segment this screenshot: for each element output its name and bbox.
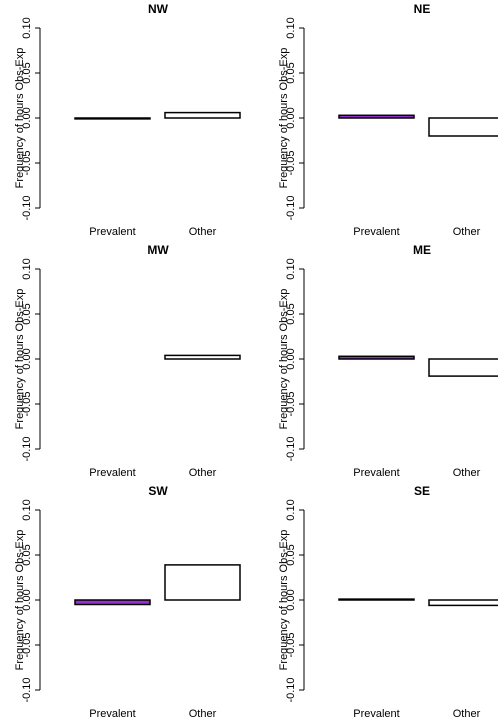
y-tick-label: 0.10 (21, 499, 33, 520)
y-tick-label: 0.05 (285, 303, 297, 324)
bar (74, 117, 151, 120)
panel-title: SE (414, 484, 430, 498)
y-tick-label: 0.00 (285, 107, 297, 128)
panel-title: MW (147, 243, 169, 257)
panel-title: NW (148, 2, 169, 16)
y-tick-label: -0.10 (285, 436, 297, 461)
y-axis-label: Frequency of hours Obs-Exp (278, 530, 290, 671)
y-tick-label: 0.10 (285, 17, 297, 38)
panel-title: ME (413, 243, 431, 257)
x-tick-label: Other (189, 708, 217, 720)
y-tick-label: 0.10 (285, 258, 297, 279)
bar (74, 599, 151, 606)
y-tick-label: -0.10 (285, 677, 297, 702)
y-axis-label: Frequency of hours Obs-Exp (278, 48, 290, 189)
y-tick-label: -0.10 (21, 195, 33, 220)
bar (428, 117, 498, 137)
x-tick-label: Prevalent (89, 226, 135, 238)
y-axis-label: Frequency of hours Obs-Exp (14, 530, 26, 671)
y-tick-label: 0.05 (21, 303, 33, 324)
bar (338, 598, 415, 601)
y-tick-label: 0.00 (21, 589, 33, 610)
y-tick-label: -0.10 (21, 436, 33, 461)
y-tick-label: 0.00 (285, 348, 297, 369)
y-tick-label: 0.05 (21, 62, 33, 83)
y-tick-label: 0.05 (285, 544, 297, 565)
x-tick-label: Prevalent (89, 708, 135, 720)
y-tick-label: -0.05 (285, 632, 297, 657)
y-tick-label: -0.05 (21, 391, 33, 416)
y-tick-label: 0.00 (21, 348, 33, 369)
x-tick-label: Prevalent (353, 467, 399, 479)
y-tick-label: -0.05 (21, 150, 33, 175)
y-tick-label: -0.05 (285, 150, 297, 175)
bar (338, 355, 415, 360)
bar (164, 111, 241, 119)
bar (164, 564, 241, 601)
bar (164, 354, 241, 360)
y-axis-label: Frequency of hours Obs-Exp (278, 289, 290, 430)
x-tick-label: Other (453, 467, 481, 479)
bar (338, 114, 415, 119)
bar (428, 358, 498, 377)
y-tick-label: 0.10 (21, 17, 33, 38)
y-tick-label: 0.10 (21, 258, 33, 279)
y-tick-label: -0.10 (21, 677, 33, 702)
x-tick-label: Other (453, 226, 481, 238)
y-tick-label: 0.05 (21, 544, 33, 565)
y-tick-label: -0.10 (285, 195, 297, 220)
y-tick-label: 0.05 (285, 62, 297, 83)
x-tick-label: Other (189, 226, 217, 238)
panel-title: NE (414, 2, 431, 16)
y-tick-label: 0.00 (21, 107, 33, 128)
y-tick-label: -0.05 (21, 632, 33, 657)
bar (428, 599, 498, 607)
x-tick-label: Other (189, 467, 217, 479)
x-tick-label: Other (453, 708, 481, 720)
panel-title: SW (148, 484, 168, 498)
y-axis-label: Frequency of hours Obs-Exp (14, 289, 26, 430)
x-tick-label: Prevalent (89, 467, 135, 479)
x-tick-label: Prevalent (353, 226, 399, 238)
x-tick-label: Prevalent (353, 708, 399, 720)
y-tick-label: 0.00 (285, 589, 297, 610)
y-tick-label: 0.10 (285, 499, 297, 520)
y-axis-label: Frequency of hours Obs-Exp (14, 48, 26, 189)
y-tick-label: -0.05 (285, 391, 297, 416)
